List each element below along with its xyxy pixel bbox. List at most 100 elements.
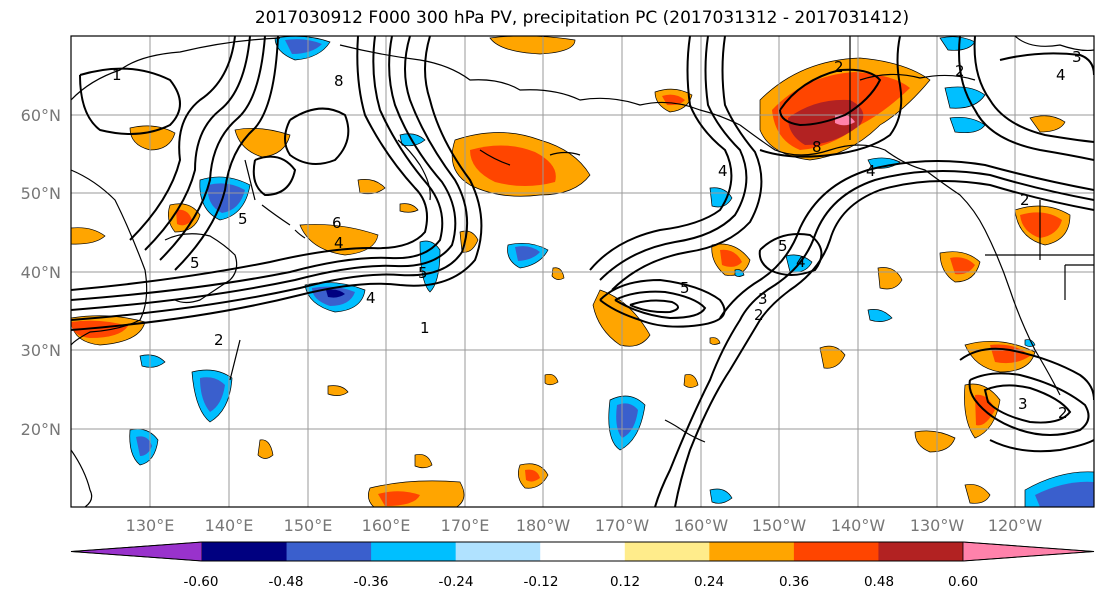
precip-patch bbox=[207, 183, 245, 213]
pv-contour bbox=[599, 278, 726, 328]
contour-label: 8 bbox=[812, 138, 822, 156]
colorbar-tick-label: 0.48 bbox=[864, 574, 894, 590]
precip-patch bbox=[489, 36, 576, 55]
colorbar-tick-label: -0.12 bbox=[524, 574, 559, 590]
precip-patch bbox=[709, 337, 721, 345]
contour-label: 1 bbox=[420, 319, 430, 337]
colorbar-cell bbox=[286, 542, 372, 561]
pv-contour bbox=[71, 36, 457, 311]
precip-patch bbox=[950, 257, 975, 275]
colorbar-outline bbox=[70, 541, 1095, 562]
coastline bbox=[1014, 36, 1094, 52]
precip-patch bbox=[683, 374, 699, 388]
pv-contour bbox=[71, 36, 469, 321]
colorbar-cell bbox=[793, 542, 879, 561]
precip-patch bbox=[71, 320, 128, 338]
pv-contour bbox=[968, 372, 1090, 436]
pv-contour bbox=[959, 347, 1094, 401]
precip-patch bbox=[914, 430, 956, 453]
precip-patch bbox=[867, 309, 893, 322]
colorbar-cell bbox=[624, 542, 710, 561]
precip-patch bbox=[414, 454, 433, 469]
colorbar-cell bbox=[202, 542, 288, 561]
lon-label: 140°W bbox=[831, 516, 886, 535]
pv-contour bbox=[759, 36, 903, 158]
contour-label: 2 bbox=[754, 306, 764, 324]
precip-patch bbox=[1020, 212, 1062, 238]
lat-label: 20°N bbox=[21, 420, 61, 439]
precip-patch bbox=[1029, 115, 1066, 133]
colorbar-tick-label: 0.60 bbox=[948, 574, 978, 590]
colorbar-tick-label: 0.36 bbox=[779, 574, 809, 590]
precip-patch bbox=[176, 209, 192, 226]
contour-label: 2 bbox=[955, 62, 965, 80]
pv-contour bbox=[958, 36, 1094, 161]
colorbar-tick-label: 0.12 bbox=[610, 574, 640, 590]
pv-contour bbox=[252, 155, 297, 197]
contour-label: 2 bbox=[834, 58, 844, 76]
contour-label: 4 bbox=[1056, 66, 1066, 84]
pv-contour bbox=[611, 36, 763, 291]
coastline bbox=[244, 159, 256, 201]
pv-contour bbox=[144, 36, 251, 251]
contour-label: 3 bbox=[758, 290, 768, 308]
precip-patch bbox=[515, 246, 540, 261]
latitude-labels: 60°N 50°N 40°N 30°N 20°N bbox=[21, 106, 61, 439]
precip-patch bbox=[234, 128, 291, 158]
pv-contour bbox=[989, 439, 1094, 453]
map-title: 2017030912 F000 300 hPa PV, precipitatio… bbox=[254, 8, 910, 28]
pv-contour bbox=[159, 36, 266, 261]
pv-contour bbox=[284, 107, 350, 165]
lon-label: 140°E bbox=[205, 516, 254, 535]
precip-patch bbox=[944, 86, 986, 109]
precip-patch bbox=[551, 267, 565, 280]
coastline bbox=[261, 204, 306, 239]
colorbar-cell bbox=[709, 542, 795, 561]
pv-contour bbox=[589, 36, 733, 271]
precip-positive-shading bbox=[71, 36, 1071, 507]
colorbar-cell bbox=[962, 541, 1095, 562]
pv-contour bbox=[758, 233, 823, 276]
coastlines bbox=[71, 36, 1094, 507]
contour-label: 5 bbox=[680, 279, 690, 297]
precip-patch bbox=[378, 491, 420, 506]
precip-patch bbox=[71, 227, 106, 245]
contour-label: 3 bbox=[1072, 48, 1082, 66]
colorbar: -0.60 -0.48 -0.36 -0.24 -0.12 0.12 0.24 … bbox=[70, 541, 1095, 590]
pv-contour bbox=[719, 160, 1094, 319]
lat-label: 60°N bbox=[21, 106, 61, 125]
precip-patch bbox=[357, 179, 386, 195]
colorbar-tick-labels: -0.60 -0.48 -0.36 -0.24 -0.12 0.12 0.24 … bbox=[184, 574, 979, 590]
lat-label: 30°N bbox=[21, 341, 61, 360]
precip-patch bbox=[399, 203, 419, 213]
contour-label: 4 bbox=[366, 289, 376, 307]
precip-patch bbox=[200, 377, 225, 412]
contour-label: 6 bbox=[332, 214, 342, 232]
precip-patch bbox=[939, 36, 976, 51]
lon-label: 170°E bbox=[441, 516, 490, 535]
contour-label: 5 bbox=[778, 237, 788, 255]
lat-label: 40°N bbox=[21, 263, 61, 282]
pv-contour bbox=[71, 36, 483, 331]
contour-label: 3 bbox=[1018, 395, 1028, 413]
contour-label: 5 bbox=[238, 210, 248, 228]
coastline bbox=[739, 124, 1061, 396]
pv-contour bbox=[973, 36, 1094, 143]
lon-label: 150°E bbox=[284, 516, 333, 535]
precip-patch bbox=[1035, 481, 1094, 507]
contour-label: 2 bbox=[1058, 404, 1068, 422]
precip-patch bbox=[470, 145, 556, 186]
colorbar-tick-label: -0.24 bbox=[439, 574, 474, 590]
contour-label: 4 bbox=[796, 253, 806, 271]
pv-contour bbox=[79, 67, 181, 135]
precip-patch bbox=[285, 39, 322, 54]
pv-contour bbox=[71, 36, 444, 301]
lon-label: 130°W bbox=[910, 516, 965, 535]
contour-label: 4 bbox=[718, 162, 728, 180]
precip-patch bbox=[326, 289, 345, 298]
pv-contour bbox=[999, 52, 1094, 76]
contour-label: 2 bbox=[1020, 191, 1030, 209]
precip-patch bbox=[327, 385, 349, 396]
colorbar-tick-label: 0.24 bbox=[694, 574, 724, 590]
